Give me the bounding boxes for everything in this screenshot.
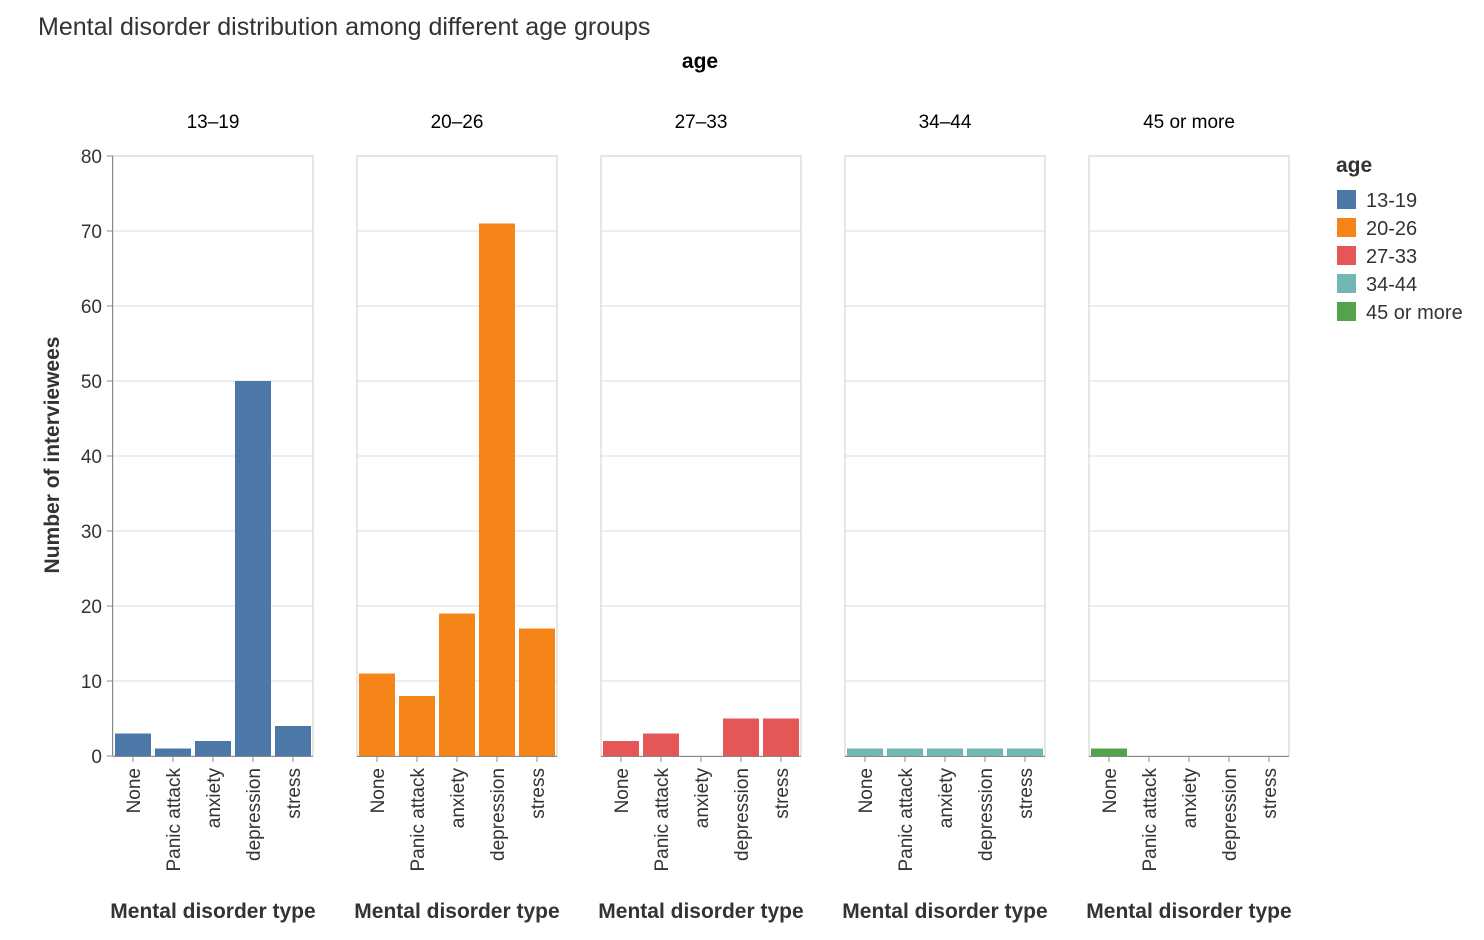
bar-20-26-depression — [479, 223, 515, 756]
column-header: age — [682, 50, 718, 73]
legend-swatch-34-44 — [1337, 274, 1356, 293]
x-tick-label: stress — [1260, 768, 1281, 819]
x-tick-label: anxiety — [448, 768, 469, 829]
legend-label-27-33: 27-33 — [1366, 246, 1417, 268]
y-tick-label: 10 — [81, 672, 102, 693]
bar-20-26-anxiety — [439, 613, 475, 756]
bar-34-44-panic-attack — [887, 748, 923, 756]
bar-20-26-panic-attack — [399, 696, 435, 756]
x-tick-label: anxiety — [1180, 768, 1201, 829]
x-axis-title: Mental disorder type — [110, 900, 315, 923]
bar-27-33-none — [603, 741, 639, 756]
y-tick-label: 40 — [81, 447, 102, 468]
x-tick-label: stress — [528, 768, 549, 819]
bar-13-19-none — [115, 733, 151, 756]
facet-13-19: 13–19 None Panic attack anxiety depression st… — [81, 112, 316, 923]
legend: age 13-19 20-26 27-33 34-44 45 or more — [1336, 154, 1463, 324]
x-tick-label: anxiety — [204, 768, 225, 829]
y-tick-label: 70 — [81, 222, 102, 243]
y-tick-label: 30 — [81, 522, 102, 543]
facet-45-or-more: 45 or more None Panic attack anxiety depress… — [1086, 112, 1291, 923]
bar-13-19-stress — [275, 726, 311, 756]
legend-swatch-27-33 — [1337, 246, 1356, 265]
x-tick-label: depression — [1220, 768, 1241, 861]
bar-13-19-depression — [235, 381, 271, 756]
bar-27-33-depression — [723, 718, 759, 756]
legend-label-20-26: 20-26 — [1366, 218, 1417, 240]
bar-34-44-none — [847, 748, 883, 756]
x-tick-label: None — [368, 768, 389, 813]
bar-34-44-stress — [1007, 748, 1043, 756]
bar-20-26-none — [359, 673, 395, 756]
facet-label: 20–26 — [431, 112, 484, 133]
legend-title: age — [1336, 154, 1372, 177]
facet-label: 34–44 — [919, 112, 972, 133]
legend-swatch-45-or-more — [1337, 302, 1356, 321]
x-axis-title: Mental disorder type — [1086, 900, 1291, 923]
bar-34-44-depression — [967, 748, 1003, 756]
x-tick-label: Panic attack — [408, 768, 429, 872]
x-tick-label: anxiety — [936, 768, 957, 829]
facet-label: 27–33 — [675, 112, 728, 133]
bar-45-or-more-none — [1091, 748, 1127, 756]
y-tick-label: 50 — [81, 372, 102, 393]
y-tick-label: 60 — [81, 297, 102, 318]
x-tick-label: Panic attack — [1140, 768, 1161, 872]
legend-label-13-19: 13-19 — [1366, 190, 1417, 212]
x-tick-label: stress — [1016, 768, 1037, 819]
y-tick-label: 80 — [81, 147, 102, 168]
legend-swatch-13-19 — [1337, 190, 1356, 209]
y-axis-title: Number of interviewees — [41, 337, 64, 574]
x-axis-title: Mental disorder type — [354, 900, 559, 923]
facet-27-33: 27–33 None Panic attack anxiety depression st… — [598, 112, 803, 923]
x-tick-label: depression — [976, 768, 997, 861]
y-tick-label: 0 — [91, 747, 102, 768]
x-tick-label: depression — [732, 768, 753, 861]
y-tick-label: 20 — [81, 597, 102, 618]
bar-20-26-stress — [519, 628, 555, 756]
x-tick-label: Panic attack — [896, 768, 917, 872]
x-tick-label: depression — [244, 768, 265, 861]
facet-20-26: 20–26 None Panic attack anxiety depression st… — [354, 112, 559, 923]
x-tick-label: depression — [488, 768, 509, 861]
x-axis-title: Mental disorder type — [598, 900, 803, 923]
legend-label-45-or-more: 45 or more — [1366, 302, 1463, 324]
x-axis-title: Mental disorder type — [842, 900, 1047, 923]
chart-title: Mental disorder distribution among diffe… — [38, 13, 650, 41]
facet-34-44: 34–44 None Panic attack anxiety depression st… — [842, 112, 1047, 923]
x-tick-label: None — [856, 768, 877, 813]
bar-34-44-anxiety — [927, 748, 963, 756]
x-tick-label: None — [1100, 768, 1121, 813]
bar-13-19-anxiety — [195, 741, 231, 756]
legend-swatch-20-26 — [1337, 218, 1356, 237]
x-tick-label: anxiety — [692, 768, 713, 829]
x-tick-label: stress — [772, 768, 793, 819]
bar-27-33-panic-attack — [643, 733, 679, 756]
bar-27-33-stress — [763, 718, 799, 756]
facet-label: 45 or more — [1143, 112, 1235, 133]
legend-label-34-44: 34-44 — [1366, 274, 1417, 296]
x-tick-label: Panic attack — [164, 768, 185, 872]
facets-group: 13–19 None Panic attack anxiety depression st… — [81, 112, 1292, 923]
x-tick-label: stress — [284, 768, 305, 819]
x-tick-label: Panic attack — [652, 768, 673, 872]
bar-13-19-panic-attack — [155, 748, 191, 756]
facet-label: 13–19 — [187, 112, 240, 133]
x-tick-label: None — [124, 768, 145, 813]
x-tick-label: None — [612, 768, 633, 813]
